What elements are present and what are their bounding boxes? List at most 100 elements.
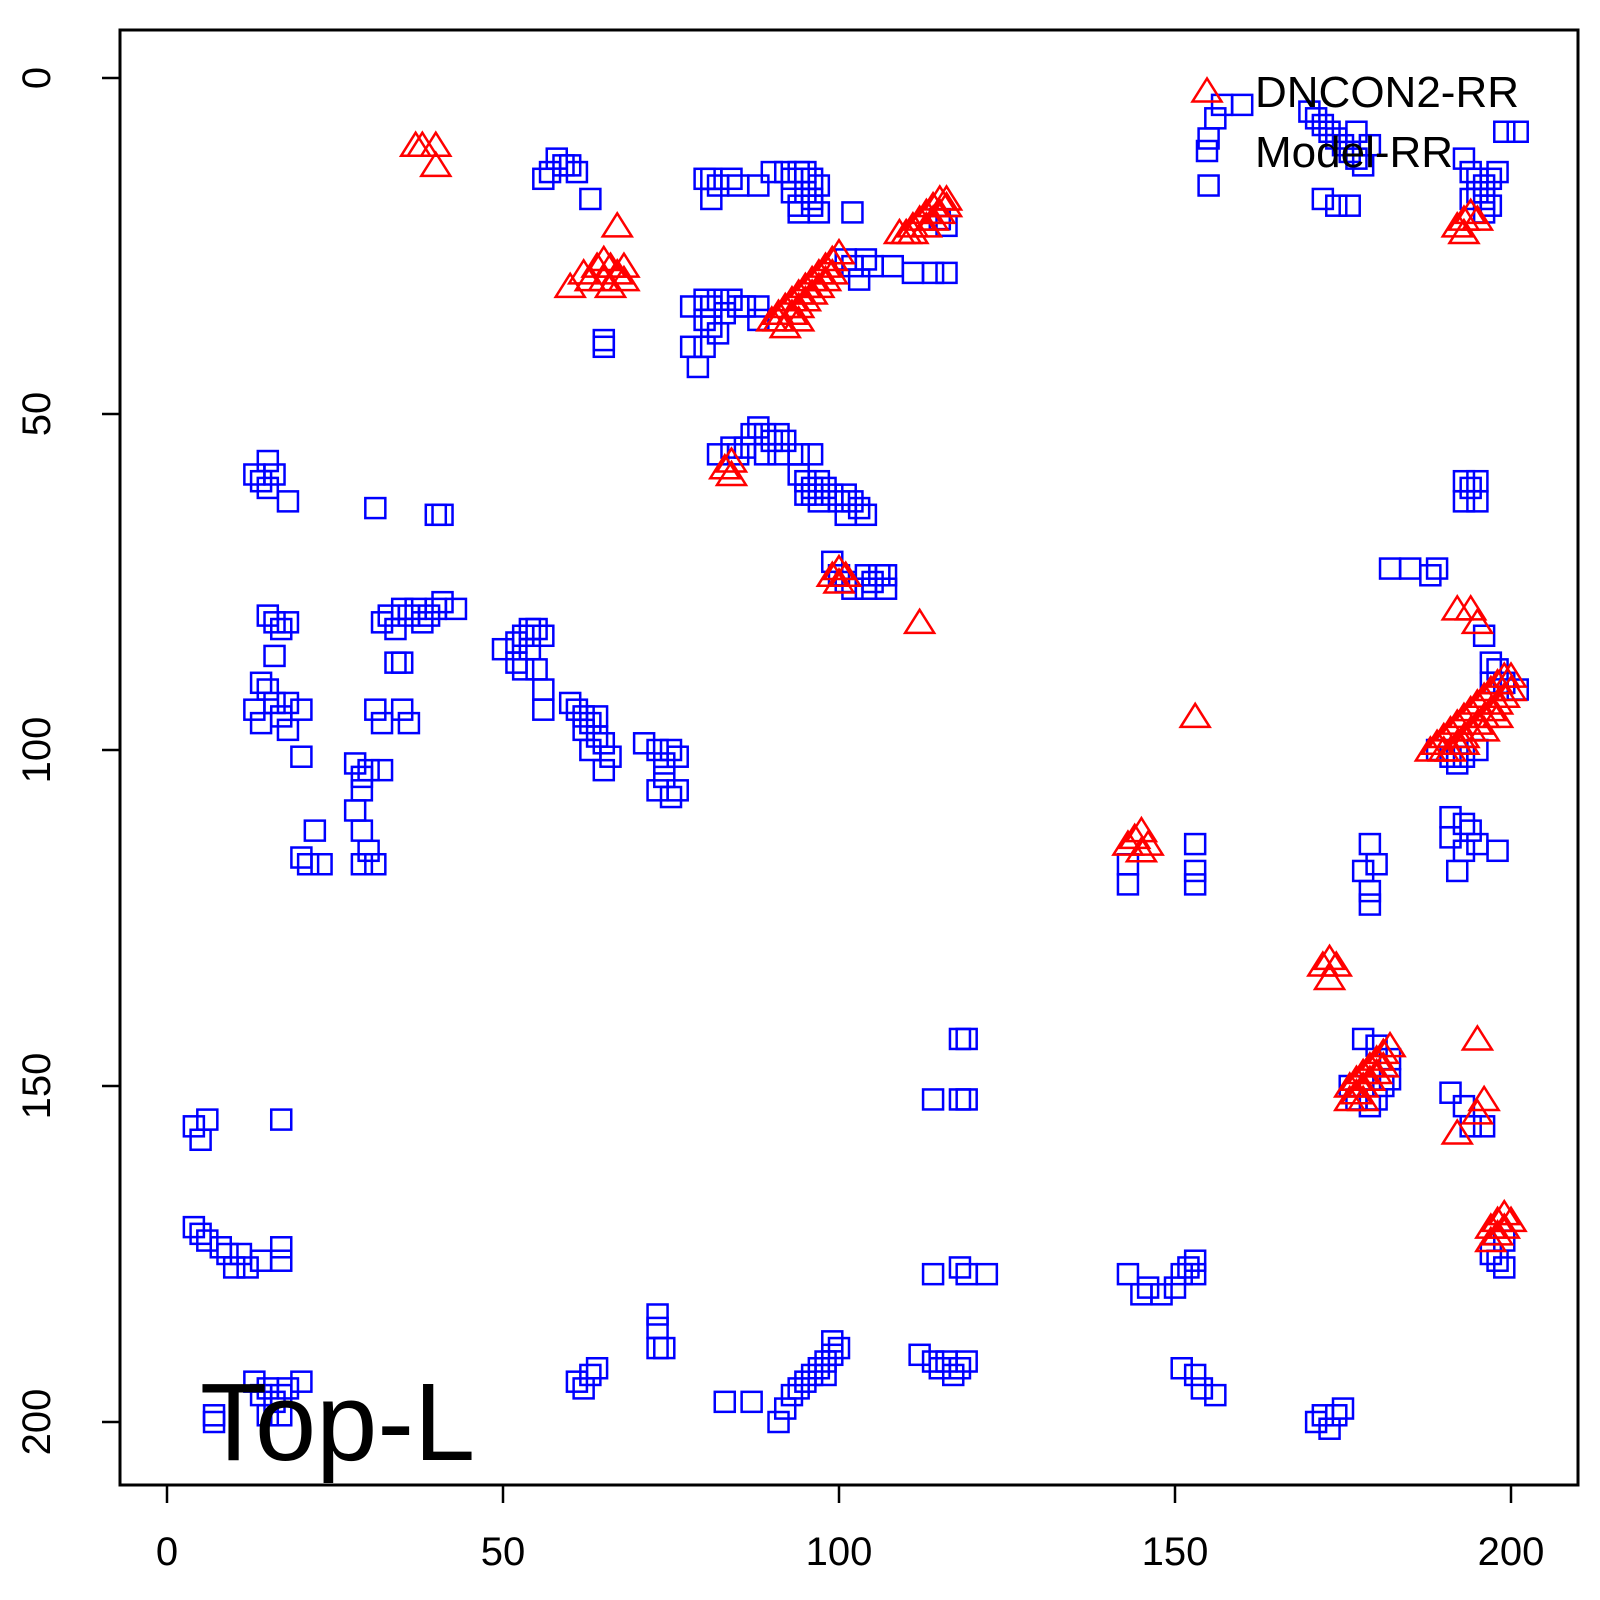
square-point: [209, 1236, 233, 1259]
triangle-point: [1494, 674, 1528, 702]
square-point: [700, 167, 723, 191]
square-point: [1466, 490, 1489, 513]
square-point: [256, 476, 280, 500]
square-point: [1452, 812, 1476, 836]
square-point: [579, 738, 602, 762]
square-point: [807, 469, 831, 493]
y-tick-label: 50: [15, 392, 59, 437]
square-point: [747, 295, 770, 318]
square-point: [532, 698, 555, 721]
square-point: [236, 1256, 259, 1279]
square-point: [921, 261, 945, 285]
square-point: [841, 490, 864, 513]
square-point: [1230, 93, 1254, 117]
square-point: [800, 187, 824, 211]
square-point: [948, 1356, 972, 1380]
square-point: [787, 201, 810, 224]
triangle-point: [795, 278, 829, 305]
square-point: [941, 1363, 965, 1387]
square-point: [767, 1410, 790, 1434]
square-point: [720, 167, 743, 191]
triangle-point: [929, 190, 964, 218]
square-point: [296, 852, 320, 876]
square-point: [747, 416, 770, 439]
square-point: [787, 160, 810, 184]
square-point: [1398, 557, 1422, 580]
square-point: [357, 758, 380, 782]
square-point: [256, 604, 280, 627]
triangle-point: [1460, 607, 1495, 635]
triangle-point: [1474, 694, 1508, 722]
triangle-point: [1480, 688, 1515, 715]
square-point: [693, 288, 716, 312]
triangle-point: [1494, 1205, 1528, 1233]
square-point: [1365, 852, 1388, 876]
square-point: [290, 745, 313, 768]
square-point: [572, 705, 595, 728]
square-point: [787, 443, 810, 466]
plot-area: [182, 93, 1529, 1440]
square-point: [290, 846, 313, 869]
triangle-point: [882, 217, 917, 245]
square-point: [659, 738, 683, 762]
square-point: [397, 711, 421, 735]
triangle-point: [1447, 217, 1481, 245]
square-point: [807, 201, 831, 224]
square-point: [290, 1370, 313, 1393]
square-point: [565, 698, 589, 721]
square-point: [726, 295, 750, 318]
square-point: [780, 180, 804, 204]
square-point: [592, 328, 616, 352]
square-point: [666, 745, 689, 768]
legend-label: DNCON2-RR: [1255, 68, 1519, 117]
legend: DNCON2-RR Model-RR: [1190, 68, 1519, 177]
triangle-point: [1178, 701, 1212, 729]
square-point: [767, 443, 790, 466]
square-point: [1204, 1383, 1227, 1407]
square-point: [807, 1356, 831, 1380]
triangle-point: [1453, 197, 1488, 225]
square-point: [1338, 194, 1361, 217]
square-point: [847, 268, 871, 291]
square-point: [747, 174, 770, 197]
square-point: [1170, 1262, 1193, 1286]
square-point: [740, 422, 763, 446]
square-point: [800, 443, 824, 466]
square-point: [834, 503, 857, 527]
square-point: [1358, 879, 1382, 903]
square-point: [653, 752, 676, 775]
square-point: [525, 658, 548, 681]
triangle-point: [714, 459, 749, 487]
square-point: [646, 1303, 669, 1326]
square-point: [269, 705, 293, 728]
square-point: [740, 1390, 763, 1414]
square-point: [189, 1128, 212, 1152]
square-point: [263, 691, 286, 715]
triangle-point: [1420, 728, 1454, 756]
y-tick-label: 150: [15, 1053, 59, 1120]
square-point: [585, 725, 609, 748]
square-point: [1378, 557, 1402, 580]
square-point: [1136, 1276, 1160, 1299]
triangle-point: [1474, 1225, 1508, 1253]
square-point: [1204, 107, 1227, 130]
square-point: [1150, 1283, 1173, 1306]
square-point: [1345, 120, 1368, 144]
y-tick-label: 100: [15, 717, 59, 784]
triangle-point: [1312, 963, 1347, 991]
square-point: [646, 779, 669, 802]
square-point: [525, 617, 548, 641]
square-point: [424, 503, 448, 527]
square-point: [800, 194, 824, 217]
triangle-point: [815, 258, 850, 285]
square-point: [1325, 1404, 1348, 1427]
square-point: [773, 160, 797, 184]
square-point: [794, 180, 817, 204]
square-point: [841, 201, 864, 224]
square-point: [1183, 832, 1207, 856]
triangle-point: [607, 264, 641, 292]
square-point: [558, 154, 582, 177]
square-point: [1318, 120, 1341, 144]
triangle-point: [822, 237, 856, 265]
square-point: [821, 1330, 844, 1353]
